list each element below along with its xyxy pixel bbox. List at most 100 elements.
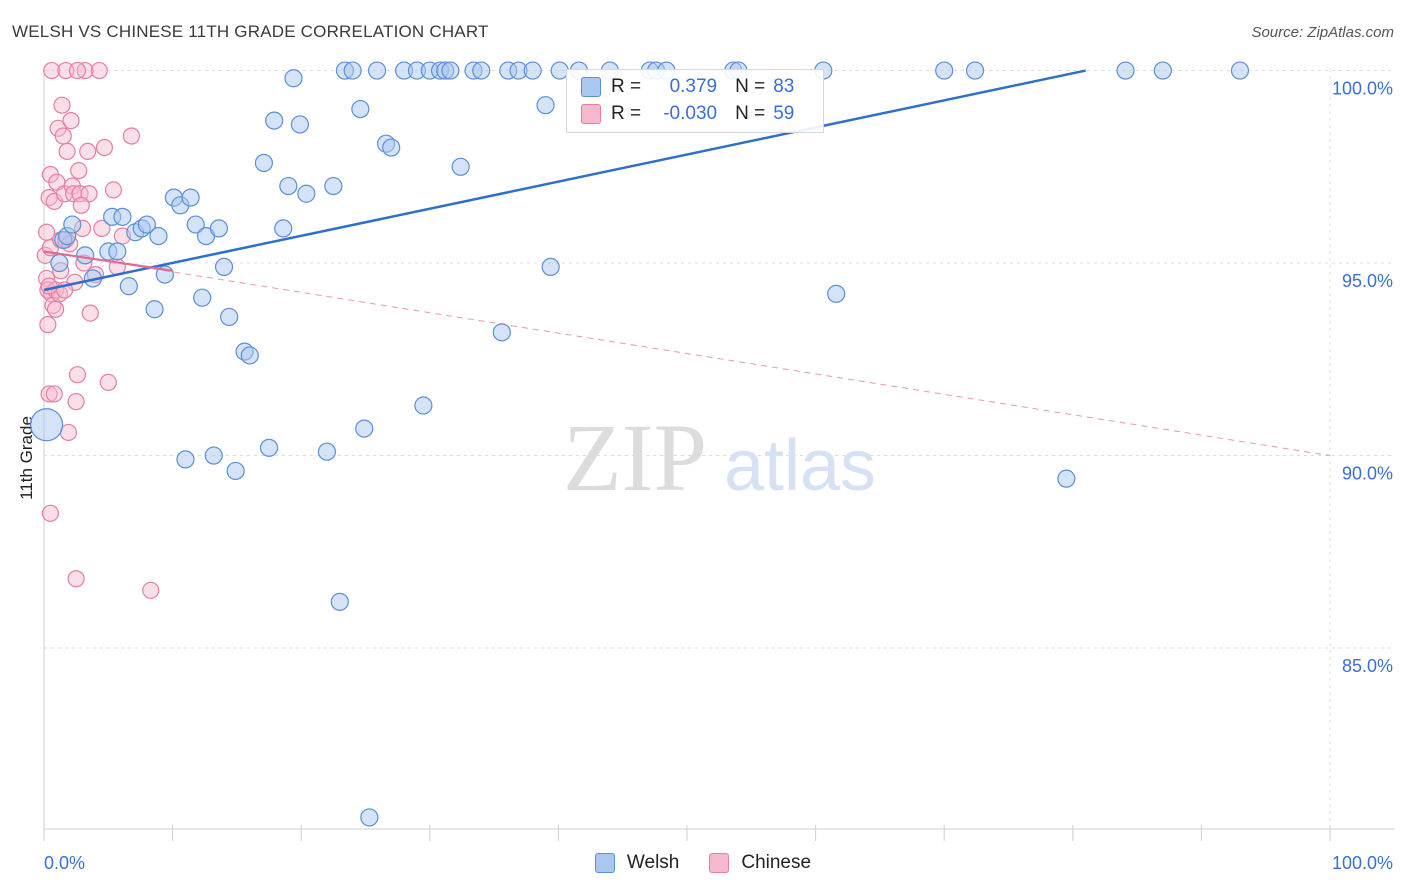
welsh-point-44 <box>343 61 362 80</box>
watermark-atlas: atlas <box>724 426 876 506</box>
chinese-point-31 <box>68 366 87 384</box>
welsh-point-79 <box>1057 469 1076 488</box>
welsh-point-45 <box>351 99 370 119</box>
welsh-point-81 <box>1153 61 1172 80</box>
welsh-point-36 <box>279 176 298 196</box>
tick-labels: 100.0% 95.0% 90.0% 85.0% 0.0% 100.0% <box>44 79 1393 873</box>
chinese-points <box>36 61 160 599</box>
welsh-point-42 <box>330 592 349 611</box>
welsh-point-48 <box>367 61 387 80</box>
welsh-point-26 <box>209 219 228 238</box>
chinese-point-48 <box>142 581 160 599</box>
welsh-point-38 <box>290 115 310 134</box>
chinese-point-57 <box>72 196 90 214</box>
watermark: ZIP atlas <box>563 404 876 511</box>
chinese-point-47 <box>122 127 141 145</box>
chinese-point-32 <box>70 162 88 180</box>
series-legend: Welsh Chinese <box>0 852 1406 874</box>
welsh-point-66 <box>541 257 560 276</box>
welsh-point-25 <box>204 446 223 465</box>
welsh-point-32 <box>254 153 274 173</box>
chinese-r-value: -0.030 <box>663 103 718 124</box>
chinese-point-30 <box>67 570 85 588</box>
chinese-point-19 <box>53 96 71 114</box>
welsh-point-58 <box>451 157 470 176</box>
chinese-point-5 <box>40 385 58 403</box>
chinese-point-29 <box>67 393 85 411</box>
welsh-point-21 <box>181 188 200 207</box>
welsh-point-35 <box>274 219 293 238</box>
chinese-point-53 <box>46 300 65 318</box>
welsh-points <box>29 61 1250 827</box>
chinese-point-11 <box>45 385 63 403</box>
x-tick-label-left: 0.0% <box>44 853 85 873</box>
welsh-point-76 <box>827 284 846 303</box>
source-credit: Source: ZipAtlas.com <box>1251 24 1394 41</box>
chinese-point-42 <box>95 138 114 157</box>
welsh-point-50 <box>382 138 401 157</box>
welsh-point-22 <box>186 215 205 234</box>
chart-title: WELSH VS CHINESE 11TH GRADE CORRELATION … <box>12 22 489 41</box>
y-tick-label-3: 85.0% <box>1342 656 1393 676</box>
legend-row-welsh: R = 0.379 N = 83 <box>581 75 794 99</box>
x-tick-label-right: 100.0% <box>1332 853 1393 873</box>
welsh-point-9 <box>108 242 127 261</box>
welsh-point-20 <box>176 450 195 469</box>
chinese-point-49 <box>43 61 61 80</box>
welsh-r-value: 0.379 <box>669 76 718 97</box>
welsh-point-15 <box>145 300 164 319</box>
chinese-point-44 <box>104 181 123 199</box>
welsh-point-23 <box>193 288 212 307</box>
welsh-r-label: R = <box>611 76 642 97</box>
welsh-trendline <box>43 69 1086 292</box>
welsh-n-label: N = <box>735 76 766 97</box>
chinese-point-20 <box>54 127 72 145</box>
welsh-point-78 <box>965 61 985 80</box>
chinese-point-3 <box>39 316 57 334</box>
y-tick-label-2: 90.0% <box>1342 464 1393 484</box>
welsh-point-31 <box>240 346 259 365</box>
welsh-point-11 <box>119 277 138 296</box>
stats-legend: R = 0.379 N = 83 R = -0.030 N = 59 <box>566 69 824 133</box>
chinese-n-label: N = <box>735 103 766 124</box>
chinese-trendline-extended <box>43 251 1331 457</box>
chinese-point-37 <box>79 142 97 160</box>
chinese-point-43 <box>99 373 117 391</box>
chinese-n-value: 59 <box>773 103 795 124</box>
welsh-point-47 <box>360 808 379 827</box>
trendlines <box>43 69 1331 457</box>
welsh-point-27 <box>214 257 234 276</box>
chinese-point-8 <box>41 504 60 522</box>
chinese-point-51 <box>68 61 87 80</box>
welsh-point-61 <box>492 323 511 342</box>
welsh-point-65 <box>536 96 555 115</box>
chinese-point-41 <box>93 219 111 237</box>
chinese-legend-label: Chinese <box>741 852 812 873</box>
welsh-point-80 <box>1116 61 1135 80</box>
welsh-point-28 <box>220 307 239 327</box>
legend-row-chinese: R = -0.030 N = 59 <box>581 102 794 126</box>
chinese-point-38 <box>81 304 99 322</box>
grid-lines <box>44 69 1395 829</box>
legend-item-chinese[interactable]: Chinese <box>709 852 811 874</box>
chinese-legend-swatch <box>709 853 730 873</box>
welsh-point-14 <box>137 215 156 234</box>
welsh-point-10 <box>113 207 132 226</box>
chinese-point-40 <box>90 61 108 80</box>
chinese-point-56 <box>40 277 58 295</box>
welsh-swatch <box>581 77 601 97</box>
welsh-point-77 <box>935 61 954 80</box>
welsh-point-34 <box>265 111 284 130</box>
chinese-point-25 <box>62 111 80 130</box>
welsh-point-37 <box>284 69 303 88</box>
welsh-point-64 <box>523 61 542 80</box>
welsh-point-4 <box>63 215 82 234</box>
welsh-legend-label: Welsh <box>626 852 680 873</box>
welsh-point-0 <box>29 408 64 442</box>
chinese-swatch <box>581 104 601 124</box>
y-tick-label-1: 95.0% <box>1342 271 1393 291</box>
welsh-point-1 <box>50 253 69 273</box>
chinese-r-label: R = <box>611 103 642 124</box>
legend-item-welsh[interactable]: Welsh <box>594 852 680 874</box>
